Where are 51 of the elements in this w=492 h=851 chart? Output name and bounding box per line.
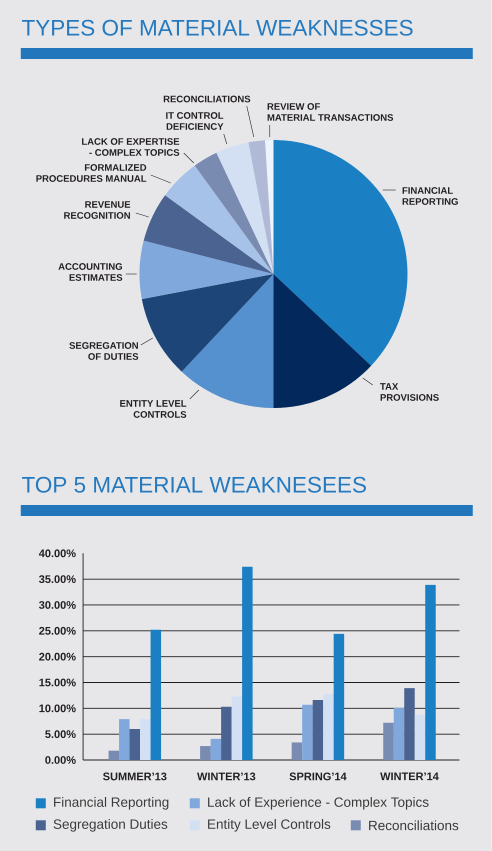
- slice-label: ACCOUNTING ESTIMATES: [58, 263, 122, 281]
- bar: [312, 700, 324, 760]
- bar: [404, 688, 415, 760]
- bar: [232, 696, 242, 760]
- bar: [292, 742, 302, 760]
- legend-label: Financial Reporting: [54, 797, 168, 810]
- bar: [130, 729, 140, 760]
- bar: [334, 634, 344, 760]
- bar: [210, 738, 222, 760]
- chart-title: TYPES OF MATERIAL WEAKNESSES: [22, 20, 413, 36]
- slice-label: FORMALIZED PROCEDURES MANUAL: [36, 164, 146, 182]
- x-tick-label: SPRING’14: [290, 772, 347, 780]
- slice-label: SEGREGATION OF DUTIES: [69, 342, 138, 360]
- y-tick-label: 15.00%: [40, 678, 76, 686]
- legend-label: Segregation Duties: [54, 819, 168, 832]
- slice-label: REVIEW OF MATERIAL TRANSACTIONS: [268, 103, 394, 121]
- y-tick-label: 35.00%: [39, 575, 76, 584]
- bar: [302, 704, 313, 760]
- slice-label: FINANCIAL REPORTING: [402, 187, 458, 205]
- bar: [383, 722, 394, 760]
- y-tick-label: 0.00%: [45, 756, 76, 764]
- slice-label: RECONCILIATIONS: [164, 96, 250, 102]
- y-tick-label: 5.00%: [45, 730, 76, 738]
- y-tick-label: 10.00%: [40, 704, 76, 712]
- y-tick-label: 40.00%: [39, 549, 76, 558]
- x-tick-label: SUMMER’13: [103, 772, 167, 780]
- legend-label: Lack of Experience - Complex Topics: [208, 797, 429, 810]
- slice-label: LACK OF EXPERTISE - COMPLEX TOPICS: [82, 138, 180, 156]
- y-tick-label: 30.00%: [39, 601, 76, 609]
- bar: [221, 706, 232, 760]
- chart-title: TOP 5 MATERIAL WEAKNESEES: [22, 476, 366, 493]
- bar: [140, 719, 151, 760]
- bar: [108, 750, 120, 760]
- x-tick-label: WINTER’13: [197, 772, 256, 780]
- y-tick-label: 20.00%: [39, 652, 76, 661]
- x-tick-label: WINTER’14: [380, 772, 439, 780]
- y-tick-label: 25.00%: [39, 626, 76, 635]
- slice-label: REVENUE RECOGNITION: [64, 201, 130, 219]
- bar: [242, 566, 253, 760]
- bar: [414, 714, 426, 760]
- slice-label: TAX PROVISIONS: [380, 383, 439, 401]
- legend-label: Reconciliations: [369, 820, 458, 830]
- bar: [394, 708, 404, 760]
- slice-label: ENTITY LEVEL CONTROLS: [120, 400, 186, 418]
- bar: [323, 694, 334, 760]
- bar: [425, 584, 436, 760]
- bar: [200, 746, 211, 760]
- bar: [119, 719, 130, 760]
- slice-label: IT CONTROL DEFICIENCY: [166, 112, 224, 130]
- bar: [150, 630, 162, 760]
- legend-label: Entity Level Controls: [208, 819, 330, 832]
